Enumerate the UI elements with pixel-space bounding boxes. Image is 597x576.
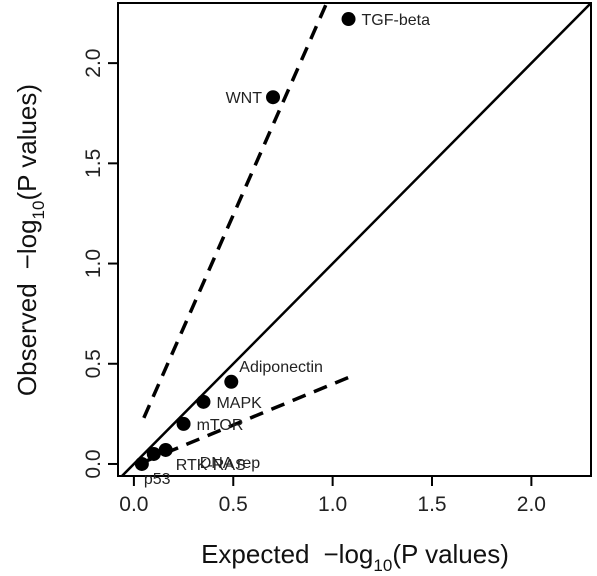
x-tick-label: 1.0 xyxy=(318,493,347,516)
x-tick-label: 0.5 xyxy=(219,493,248,516)
y-tick-label: 0.5 xyxy=(82,349,105,378)
confidence-bound-upper xyxy=(142,3,329,419)
y-tick-label: 2.0 xyxy=(82,49,105,78)
y-tick-label: 0.0 xyxy=(82,449,105,478)
plot-area xyxy=(120,3,591,476)
x-tick-label: 2.0 xyxy=(517,493,546,516)
x-axis-title-suffix: (P values) xyxy=(392,539,509,569)
point-label: RTK-RAS xyxy=(176,457,246,474)
data-point xyxy=(341,12,356,27)
confidence-bound-lower xyxy=(143,374,354,464)
x-tick-label: 1.5 xyxy=(417,493,446,516)
y-axis-title-minus: −log xyxy=(12,219,42,269)
y-axis-title-prefix: Observed xyxy=(12,283,42,396)
data-point xyxy=(176,416,191,431)
plot-frame xyxy=(117,2,592,477)
x-axis-title: Expected −log10(P values) xyxy=(201,539,509,575)
data-point xyxy=(224,374,239,389)
point-label: MAPK xyxy=(216,395,262,412)
point-label: WNT xyxy=(226,90,263,107)
data-point xyxy=(196,394,211,409)
x-axis-title-prefix: Expected xyxy=(201,539,309,569)
x-axis-title-sub: 10 xyxy=(373,556,392,575)
point-label: TGF-beta xyxy=(362,12,431,29)
y-axis-title: Observed −log10(P values) xyxy=(12,84,48,396)
data-point xyxy=(266,90,281,105)
point-label: mTOR xyxy=(197,417,244,434)
data-point xyxy=(146,446,161,461)
y-axis-title-sub: 10 xyxy=(29,201,48,220)
y-tick-label: 1.0 xyxy=(82,249,105,278)
axes: 0.0 0.5 1.0 1.5 2.0 0.0 0.5 1.0 1.5 2.0 xyxy=(82,49,546,516)
identity-line xyxy=(120,3,591,476)
data-point xyxy=(134,456,149,471)
x-tick-label: 0.0 xyxy=(119,493,148,516)
point-label: p53 xyxy=(144,471,171,488)
y-axis-title-suffix: (P values) xyxy=(12,84,42,201)
x-axis-title-minus: −log xyxy=(324,539,374,569)
data-point xyxy=(158,442,173,457)
y-tick-label: 1.5 xyxy=(82,149,105,178)
point-label: DNA rep xyxy=(200,455,261,472)
point-label: Adiponectin xyxy=(239,359,323,376)
